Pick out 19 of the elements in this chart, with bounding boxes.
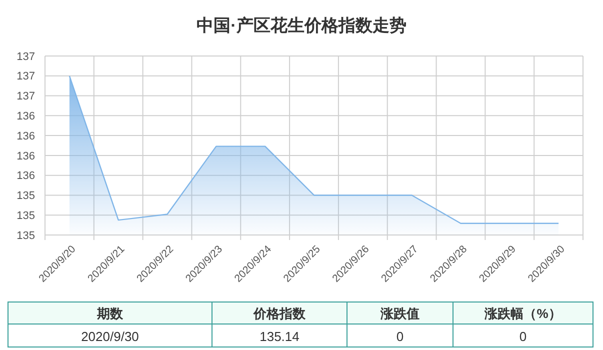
text: 价格指数 — [252, 306, 306, 321]
text: 0 — [519, 329, 527, 344]
text: 涨跌值 — [380, 306, 420, 321]
y-tick-label: 135 — [16, 210, 35, 222]
text: 期数 — [96, 306, 124, 321]
y-tick-label: 135 — [16, 190, 35, 202]
text: 135.14 — [260, 329, 300, 344]
y-tick-label: 137 — [16, 50, 35, 63]
y-tick-label: 137 — [16, 70, 35, 83]
y-tick-label: 136 — [16, 110, 35, 123]
y-tick-label: 135 — [16, 230, 35, 242]
y-tick-label: 136 — [16, 150, 35, 162]
text: 0 — [396, 329, 404, 344]
y-tick-label: 137 — [16, 90, 35, 103]
text: 2020/9/30 — [81, 329, 139, 344]
chart-title: 中国·产区花生价格指数走势 — [196, 16, 406, 35]
text: 涨跌幅（%） — [484, 306, 562, 321]
y-tick-label: 136 — [16, 130, 35, 142]
y-tick-label: 136 — [16, 170, 35, 182]
